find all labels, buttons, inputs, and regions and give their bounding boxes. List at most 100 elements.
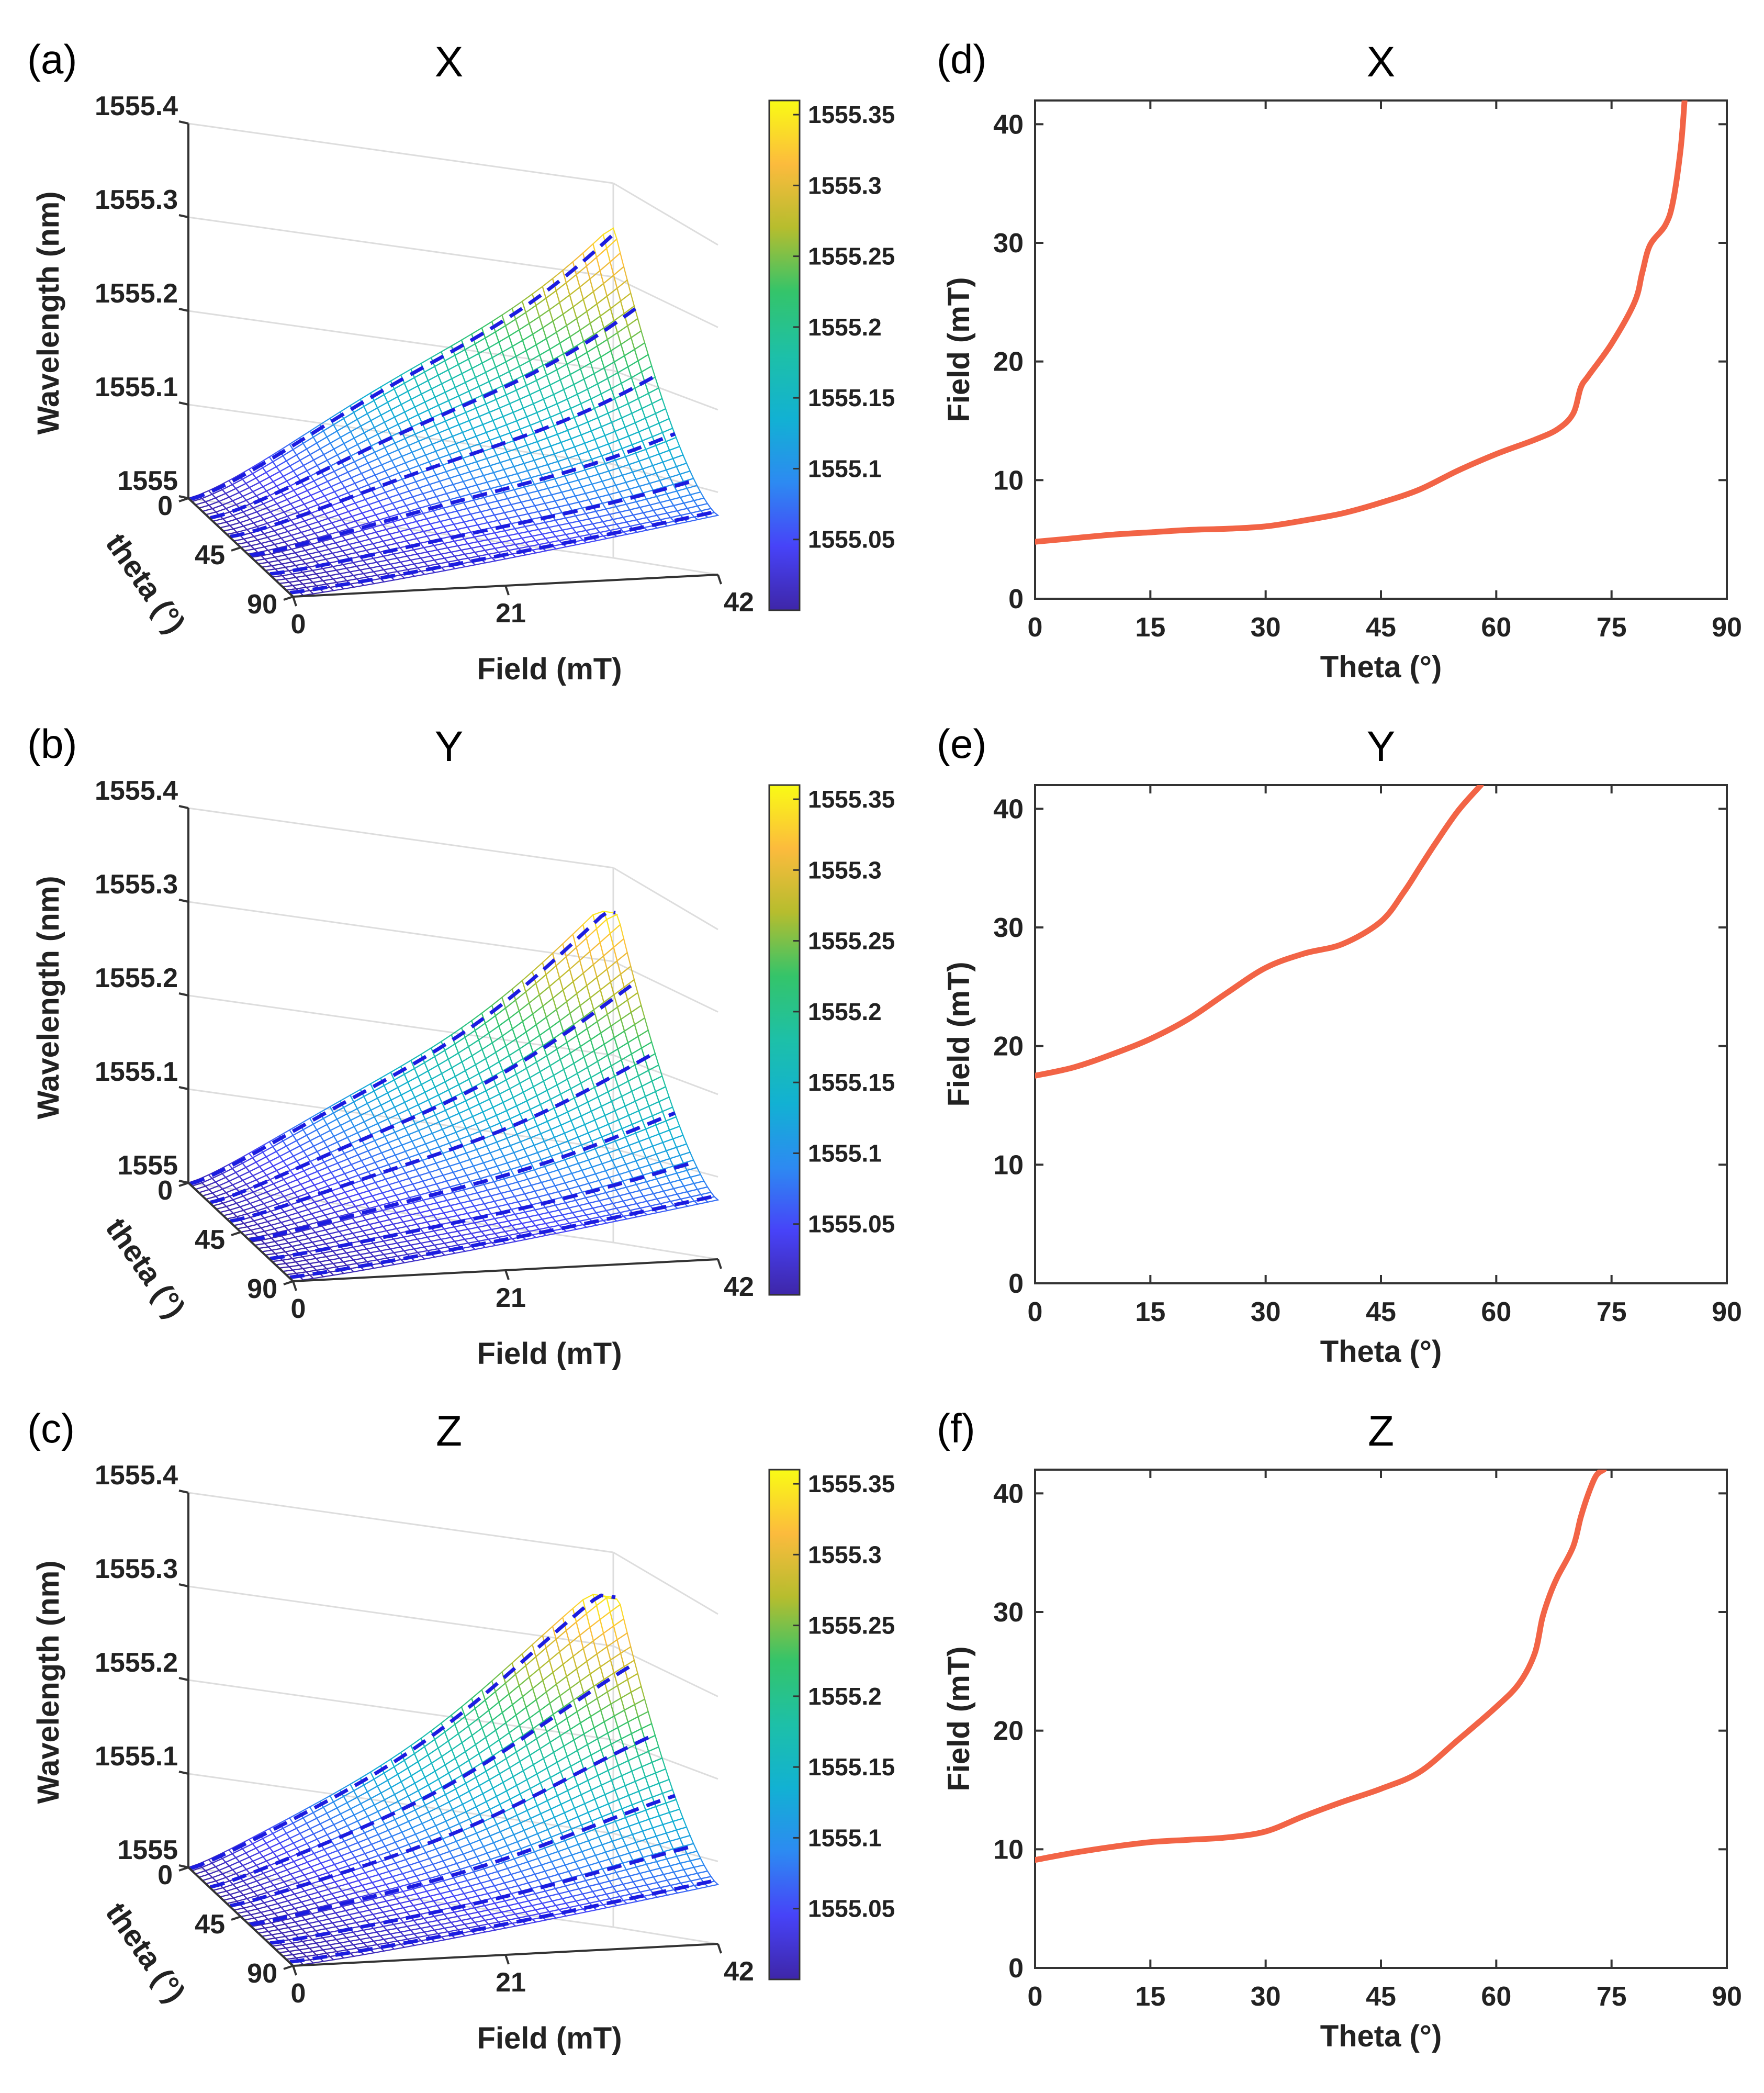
- z-tick-label: 1555: [117, 1150, 178, 1181]
- mesh-cell: [651, 1141, 667, 1155]
- theta-tick: [178, 497, 189, 502]
- field-tick: [717, 1259, 722, 1269]
- field-tick: [292, 1965, 297, 1976]
- mesh-cell: [631, 1085, 646, 1102]
- mesh-cell: [665, 1799, 681, 1814]
- z-tick-label: 1555.2: [95, 963, 178, 993]
- mesh-cell: [635, 1809, 650, 1823]
- mesh-cell: [614, 426, 630, 441]
- contour-line: [269, 478, 695, 576]
- side-gridline: [613, 557, 718, 576]
- colorbar-tick-label: 1555.15: [808, 1753, 895, 1781]
- contour-line: [210, 981, 637, 1204]
- mesh-cell: [638, 1846, 654, 1859]
- back-gridline: [188, 901, 614, 962]
- mesh-cell: [624, 1813, 640, 1827]
- z-tick: [178, 805, 189, 809]
- x-tick-label: 75: [1597, 1297, 1627, 1327]
- y-axis-label: Field (mT): [942, 961, 976, 1106]
- chart-title: Y: [435, 723, 464, 770]
- mesh-cell: [637, 1029, 653, 1049]
- mesh-cell: [655, 1120, 670, 1135]
- back-gridline: [188, 310, 614, 372]
- contour-line: [189, 910, 616, 1185]
- surface-panel-a: (a) X 1555 1555.1 1555.2 1555.3 1555.4 0 21 42 0 45…: [27, 36, 895, 686]
- z-tick: [178, 120, 189, 125]
- y-tick-label: 20: [993, 347, 1024, 377]
- x-axis-label: Theta (°): [1320, 2019, 1442, 2053]
- mesh-cell: [627, 1035, 643, 1055]
- mesh-cell: [606, 1684, 622, 1705]
- mesh-cell: [617, 1721, 633, 1740]
- mesh-cell: [658, 418, 673, 433]
- field-tick: [292, 596, 297, 607]
- theta-axis-label: theta (°): [99, 527, 192, 640]
- colorbar-tick-label: 1555.2: [808, 1683, 882, 1710]
- y-tick-label: 30: [993, 1597, 1024, 1628]
- mesh-cell: [658, 1096, 673, 1113]
- field-tick-label: 21: [496, 598, 526, 629]
- colorbar-tick-label: 1555.25: [808, 1612, 895, 1639]
- chart-title: Z: [436, 1407, 462, 1455]
- z-tick-label: 1555.4: [95, 776, 178, 806]
- back-gridline: [188, 122, 614, 184]
- series-line: [1035, 1470, 1607, 1863]
- z-tick-label: 1555.2: [95, 278, 178, 309]
- surface-panel-b: (b) Y 1555 1555.1 1555.2 1555.3 1555.4 0 21 42 0 45…: [27, 721, 895, 1371]
- colorbar-tick-label: 1555.3: [808, 856, 882, 883]
- colorbar-tick-label: 1555.2: [808, 998, 882, 1025]
- field-axis-label: Field (mT): [477, 2021, 622, 2055]
- mesh-cell: [672, 454, 688, 467]
- mesh-cell: [624, 1023, 639, 1044]
- mesh-cell: [604, 430, 620, 445]
- mesh-cell: [638, 1137, 654, 1151]
- colorbar-tick-label: 1555.15: [808, 1069, 895, 1096]
- side-gridline: [613, 1551, 718, 1615]
- side-gridline: [613, 960, 718, 1013]
- mesh-cell: [655, 1085, 670, 1103]
- contour-line: [250, 1111, 676, 1242]
- mesh-cell: [655, 1768, 670, 1784]
- mesh-cell: [597, 443, 613, 457]
- x-tick-label: 90: [1712, 612, 1742, 643]
- contour-line: [289, 510, 715, 595]
- field-tick-label: 42: [724, 1272, 754, 1302]
- x-tick-label: 60: [1481, 1297, 1511, 1327]
- z-tick: [178, 1086, 189, 1090]
- mesh-cell: [637, 392, 653, 410]
- mesh-cell: [607, 1764, 623, 1782]
- z-tick-label: 1555.2: [95, 1648, 178, 1678]
- colorbar-tick-label: 1555.25: [808, 243, 895, 270]
- x-tick-label: 0: [1028, 612, 1043, 643]
- x-tick-label: 90: [1712, 1982, 1742, 2012]
- mesh-cell: [609, 1603, 625, 1627]
- field-axis-label: Field (mT): [477, 1337, 622, 1371]
- side-gridline: [613, 1645, 718, 1697]
- mesh-cell: [645, 1806, 660, 1820]
- z-tick-label: 1555.1: [95, 1741, 178, 1772]
- plot-frame: [1034, 99, 1728, 600]
- mesh-cell: [644, 1772, 660, 1788]
- contour-line: [210, 1661, 636, 1889]
- mesh-cell: [638, 427, 654, 442]
- field-tick-label: 21: [496, 1967, 526, 1998]
- x-axis-label: Theta (°): [1320, 650, 1442, 684]
- mesh-cell: [621, 1770, 636, 1787]
- mesh-cell: [676, 1143, 691, 1156]
- mesh-cell: [648, 1815, 664, 1829]
- x-tick-label: 30: [1251, 1297, 1281, 1327]
- mesh-cell: [627, 1110, 643, 1125]
- wavelength-axis-label: Wavelength (nm): [31, 1560, 65, 1804]
- mesh-cell: [634, 1017, 649, 1037]
- mesh-cell: [617, 435, 633, 450]
- y-tick-label: 40: [993, 109, 1024, 140]
- x-tick-label: 60: [1481, 1982, 1511, 2012]
- mesh-cell: [668, 1808, 684, 1822]
- theta-axis-label: theta (°): [99, 1212, 192, 1324]
- contour-line: [190, 231, 617, 501]
- mesh-cell: [655, 408, 670, 424]
- panel-label: (b): [27, 721, 77, 767]
- z-tick: [178, 401, 189, 406]
- mesh-cell: [627, 431, 643, 446]
- mesh-cell: [617, 1794, 633, 1810]
